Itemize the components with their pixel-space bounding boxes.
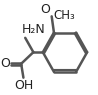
Text: O: O: [41, 3, 51, 16]
Text: O: O: [0, 57, 10, 70]
Text: H₂N: H₂N: [22, 23, 45, 36]
Text: CH₃: CH₃: [53, 9, 75, 22]
Text: OH: OH: [14, 79, 33, 92]
